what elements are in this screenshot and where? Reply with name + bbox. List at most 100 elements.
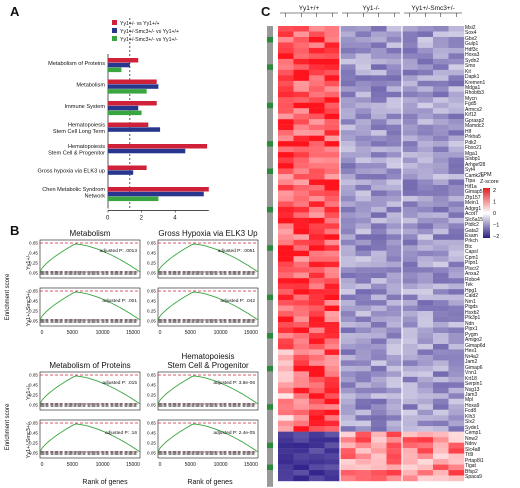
heatmap-cell [433, 201, 449, 208]
heatmap-cell [340, 179, 356, 186]
gene-label: Gata2 [465, 227, 479, 234]
heatmap-cell [278, 174, 294, 180]
row-annotation-cell [267, 124, 273, 131]
y-tick-label: 0.25 [147, 261, 156, 266]
heatmap-cell [324, 365, 341, 372]
heatmap-cell [278, 250, 294, 257]
heatmap-cell [371, 267, 387, 273]
heatmap-cell [278, 146, 294, 153]
heatmap-cell [355, 376, 372, 383]
heatmap-cell [293, 453, 310, 460]
heatmap-cell [417, 311, 434, 317]
x-tick-label: 15000 [126, 462, 140, 468]
category-label: Hematopoiesis [68, 144, 105, 150]
heatmap-cell [309, 311, 325, 317]
heatmap-cell [309, 75, 325, 82]
heatmap-cell [402, 239, 418, 246]
heatmap-cell [386, 267, 403, 273]
row-annotation-cell [267, 311, 273, 317]
heatmap-cell [448, 184, 465, 191]
row-annotation-cell [267, 195, 273, 202]
row-annotation-cell [267, 387, 273, 394]
heatmap-cell [371, 360, 387, 367]
heatmap-cell [324, 354, 341, 361]
heatmap-cell [293, 316, 310, 323]
heatmap-cell [386, 420, 403, 427]
heatmap-cell [278, 261, 294, 268]
heatmap-cell [386, 108, 403, 114]
heatmap-cell [340, 223, 356, 230]
heatmap-cell [386, 135, 403, 142]
heatmap-cell [309, 250, 325, 257]
bar [108, 105, 139, 111]
gene-label: Gimap6d [465, 342, 486, 349]
x-tick-label: 0 [41, 330, 44, 336]
heatmap-cell [371, 75, 387, 82]
heatmap-cell [355, 206, 372, 213]
heatmap-cell [278, 58, 294, 65]
heatmap-cell [433, 409, 449, 416]
y-tick-label: 0.45 [147, 431, 156, 436]
heatmap-cell [355, 31, 372, 38]
gene-hit-ticks [158, 319, 255, 323]
gene-hit-ticks [40, 271, 137, 275]
row-annotation-cell [267, 69, 273, 76]
heatmap-cell [278, 97, 294, 103]
heatmap-cell [386, 349, 403, 356]
heatmap-cell [309, 448, 325, 454]
heatmap-cell [278, 475, 294, 482]
heatmap-cell [433, 338, 449, 345]
heatmap-cell [448, 31, 465, 38]
row-label: Yy1+/-Smc3+/- [26, 421, 32, 458]
heatmap-cell [448, 212, 465, 219]
heatmap-cell [433, 464, 449, 471]
bar [108, 110, 142, 116]
heatmap-cell [402, 278, 418, 284]
heatmap-cell [340, 190, 356, 197]
heatmap-cell [293, 234, 310, 240]
row-annotation-cell [267, 58, 273, 65]
heatmap-cell [340, 64, 356, 71]
heatmap-cell [355, 294, 372, 301]
y-tick-label: 0.25 [147, 309, 156, 314]
heatmap-cell [355, 58, 372, 65]
heatmap-cell [324, 272, 341, 279]
heatmap-cell [278, 393, 294, 399]
legend-label: Yy1+/-Smc3+/- vs Yy1+/- [120, 37, 178, 43]
heatmap-cell [448, 124, 465, 131]
heatmap-cell [371, 26, 387, 32]
heatmap-cell [386, 316, 403, 323]
heatmap-cell [386, 168, 403, 175]
heatmap-cell [371, 174, 387, 180]
gene-label: Gulp1 [465, 41, 479, 48]
heatmap-cell [309, 475, 325, 482]
heatmap-cell [309, 442, 325, 449]
legend-swatch [112, 28, 117, 33]
heatmap-cell [371, 305, 387, 312]
gene-label: Ptpn1 [465, 260, 479, 267]
heatmap-cell [293, 272, 310, 279]
heatmap-cell [324, 343, 341, 350]
heatmap-cell [309, 300, 325, 306]
heatmap-cell [417, 354, 434, 361]
heatmap-cell [448, 316, 465, 323]
heatmap-cell [355, 470, 372, 476]
heatmap-cell [371, 470, 387, 476]
heatmap-cell [355, 146, 372, 153]
y-tick-label: 0.05 [147, 403, 156, 408]
heatmap-cell [433, 157, 449, 164]
gene-label: Bfsp2 [465, 468, 478, 475]
heatmap-cell [309, 404, 325, 410]
heatmap-cell [417, 36, 434, 43]
row-annotation-cell [267, 250, 273, 257]
row-annotation-cell [267, 146, 273, 153]
heatmap-cell [433, 311, 449, 317]
heatmap-cell [402, 415, 418, 421]
heatmap-cell [278, 130, 294, 136]
heatmap-cell [402, 69, 418, 76]
heatmap-cell [417, 42, 434, 49]
heatmap-cell [355, 459, 372, 465]
gene-label: Hoxa9 [465, 402, 480, 409]
heatmap-cell [355, 300, 372, 306]
heatmap-cell [293, 174, 310, 180]
